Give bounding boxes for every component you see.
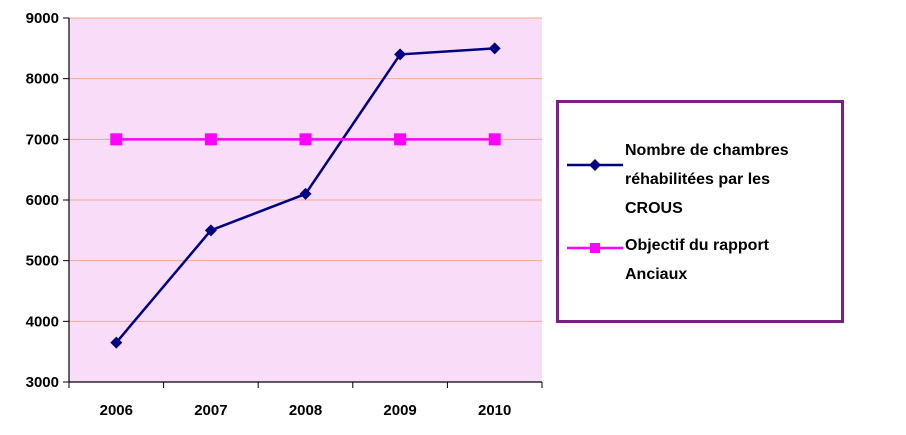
data-point xyxy=(204,224,217,237)
y-tick-label: 7000 xyxy=(26,131,59,148)
data-point xyxy=(394,48,407,61)
x-tick-label: 2006 xyxy=(100,402,133,419)
legend-item-chambres: Nombre de chambres réhabilitées par les … xyxy=(559,136,841,226)
x-tick-label: 2009 xyxy=(383,402,416,419)
data-point xyxy=(110,133,123,146)
y-tick-label: 9000 xyxy=(26,10,59,27)
x-tick-label: 2008 xyxy=(289,402,322,419)
series-layer xyxy=(110,42,501,349)
y-tick-label: 3000 xyxy=(26,374,59,391)
data-point xyxy=(488,133,501,146)
x-tick-label: 2010 xyxy=(478,402,511,419)
legend-square-marker-icon xyxy=(567,243,623,253)
series-2 xyxy=(110,133,501,146)
y-tick-label: 6000 xyxy=(26,192,59,209)
data-point xyxy=(110,336,123,349)
legend: Nombre de chambres réhabilitées par les … xyxy=(556,100,844,323)
x-axis-tick-labels: 2006 2007 2008 2009 2010 xyxy=(100,402,512,419)
data-point xyxy=(394,133,407,146)
y-axis-tick-labels: 3000 4000 5000 6000 7000 8000 9000 xyxy=(26,10,59,391)
legend-item-objectif: Objectif du rapport Anciaux xyxy=(559,231,841,291)
data-point xyxy=(204,133,217,146)
y-tick-label: 4000 xyxy=(26,313,59,330)
y-tick-label: 8000 xyxy=(26,71,59,88)
legend-label-chambres: Nombre de chambres réhabilitées par les … xyxy=(625,142,789,217)
data-point xyxy=(299,133,312,146)
data-point xyxy=(299,187,312,200)
x-tick-label: 2007 xyxy=(194,402,227,419)
legend-label-objectif: Objectif du rapport Anciaux xyxy=(625,237,769,283)
axes xyxy=(63,17,543,388)
series-1 xyxy=(110,42,501,349)
data-point xyxy=(488,42,501,55)
y-tick-label: 5000 xyxy=(26,253,59,270)
legend-diamond-marker-icon xyxy=(567,159,623,171)
